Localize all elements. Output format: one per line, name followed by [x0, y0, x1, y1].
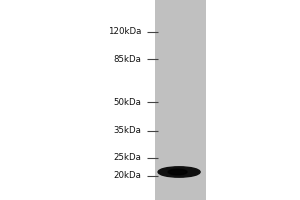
Text: 120kDa: 120kDa [108, 27, 141, 36]
Text: 85kDa: 85kDa [113, 55, 141, 64]
Text: 25kDa: 25kDa [113, 153, 141, 162]
Ellipse shape [168, 169, 187, 175]
Text: 50kDa: 50kDa [113, 98, 141, 107]
Text: 20kDa: 20kDa [113, 171, 141, 180]
Ellipse shape [158, 167, 200, 177]
Bar [154, 0, 206, 200]
Text: 35kDa: 35kDa [113, 126, 141, 135]
